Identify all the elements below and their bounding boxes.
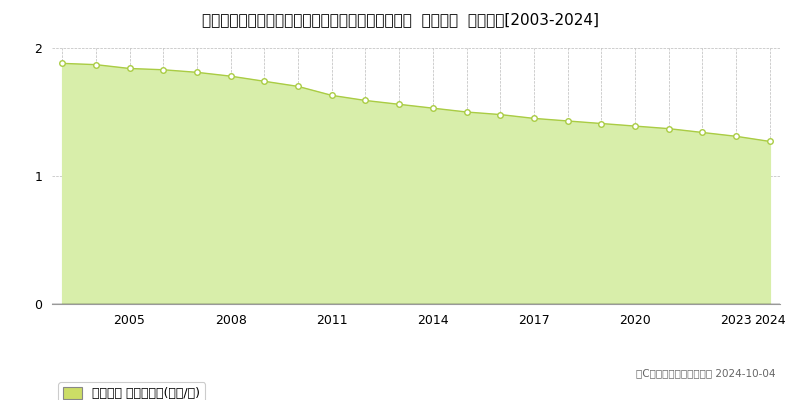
Text: （C）土地価格ドットコム 2024-10-04: （C）土地価格ドットコム 2024-10-04 — [637, 368, 776, 378]
Legend: 基準地価 平均坪単価(万円/坪): 基準地価 平均坪単価(万円/坪) — [58, 382, 205, 400]
Text: 佐賀県藤津郡太良町大字大浦字津ノ浦乙１５１５番  基準地価  地価推移[2003-2024]: 佐賀県藤津郡太良町大字大浦字津ノ浦乙１５１５番 基準地価 地価推移[2003-2… — [202, 12, 598, 27]
